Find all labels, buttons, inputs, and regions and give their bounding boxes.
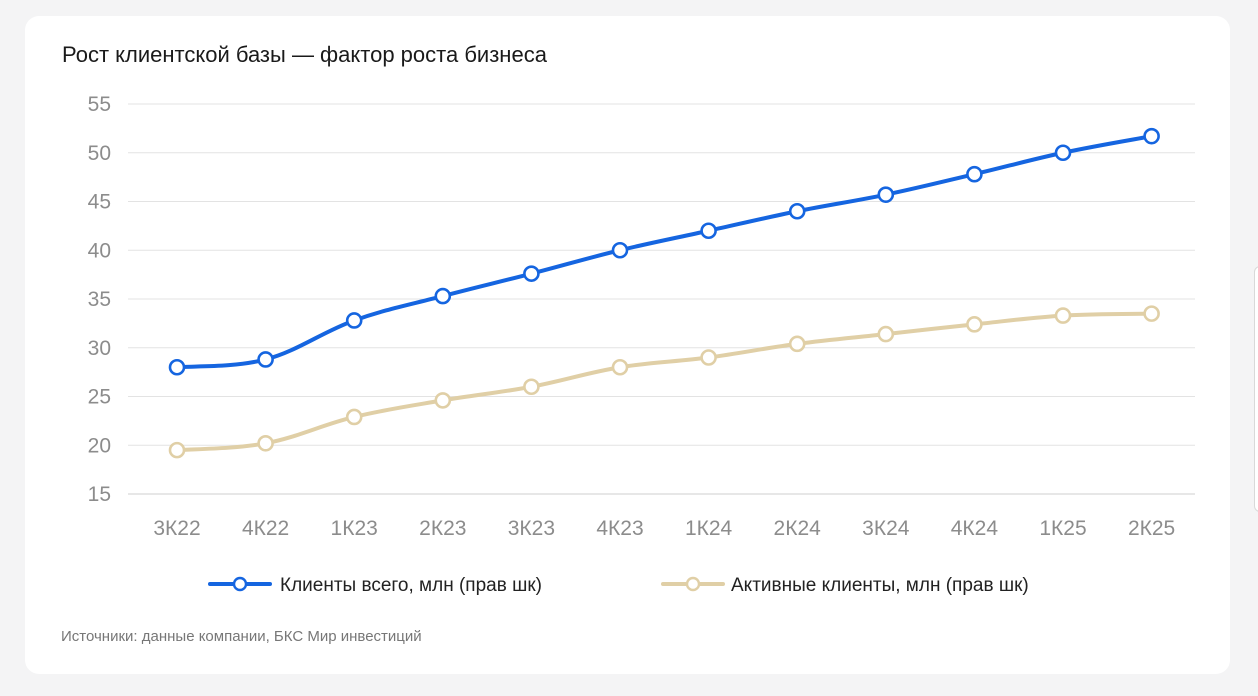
legend-label-1: Клиенты всего, млн (прав шк)	[280, 575, 542, 596]
y-tick-label: 25	[88, 386, 111, 409]
series-1-point	[700, 222, 717, 240]
series-1-point	[523, 265, 540, 282]
series-2-point	[523, 378, 540, 396]
x-tick-label: 2К23	[419, 517, 466, 540]
series-2-point	[257, 434, 274, 452]
series-2-point	[1143, 305, 1160, 322]
x-tick-label: 4К22	[242, 517, 289, 540]
chart-title: Рост клиентской базы — фактор роста бизн…	[62, 42, 547, 67]
x-tick-label: 1К24	[685, 517, 733, 540]
series-line-1	[175, 134, 1154, 370]
y-tick-label: 35	[88, 288, 111, 311]
line-chart: 15 20 25 30 35 40 45 50 55 3К22 4К22 1К23 2К23 3К23 4К…	[88, 93, 1195, 596]
series-2-point	[611, 358, 629, 376]
y-tick-label: 50	[88, 142, 111, 165]
y-tick-label: 55	[88, 93, 111, 116]
y-tick-label: 30	[88, 337, 111, 360]
x-tick-label: 2К24	[774, 517, 822, 540]
series-2-point	[168, 441, 186, 459]
source-note: Источники: данные компании, БКС Мир инве…	[61, 628, 422, 645]
series-2-point	[434, 392, 452, 409]
series-1-point	[257, 351, 274, 368]
series-2-point	[700, 349, 717, 366]
x-tick-label: 4К23	[596, 517, 643, 540]
series-2-point	[1054, 307, 1072, 324]
legend-marker-2	[685, 576, 701, 592]
y-tick-label: 20	[88, 434, 111, 457]
series-1-point	[1054, 144, 1072, 162]
series-1-point	[434, 287, 452, 305]
x-tick-label: 4К24	[951, 517, 999, 540]
series-line-2	[175, 311, 1154, 453]
series-1-point	[168, 358, 186, 376]
x-tick-label: 2К25	[1128, 517, 1175, 540]
series-1-point	[966, 165, 983, 183]
series-2-point	[966, 316, 983, 333]
side-scroll-handle[interactable]	[1254, 266, 1258, 512]
chart-card: Рост клиентской базы — фактор роста бизн…	[25, 16, 1230, 674]
series-2-point	[877, 325, 895, 343]
series-2-point	[345, 408, 363, 426]
series-1-point	[611, 241, 629, 259]
x-tick-label: 1К25	[1039, 517, 1086, 540]
y-tick-label: 15	[88, 483, 111, 506]
series-2-point	[788, 335, 806, 353]
legend-label-2: Активные клиенты, млн (прав шк)	[731, 575, 1029, 596]
series-1-point	[788, 202, 806, 220]
series-1-point	[1143, 127, 1160, 145]
series-1-point	[345, 312, 363, 329]
series-1-point	[877, 186, 895, 203]
legend-marker-1	[232, 576, 248, 592]
y-tick-label: 45	[88, 191, 111, 214]
y-tick-label: 40	[88, 239, 111, 262]
x-tick-label: 3К23	[508, 517, 555, 540]
x-tick-label: 3К24	[862, 517, 910, 540]
x-tick-label: 1К23	[331, 517, 378, 540]
x-tick-label: 3К22	[153, 517, 200, 540]
